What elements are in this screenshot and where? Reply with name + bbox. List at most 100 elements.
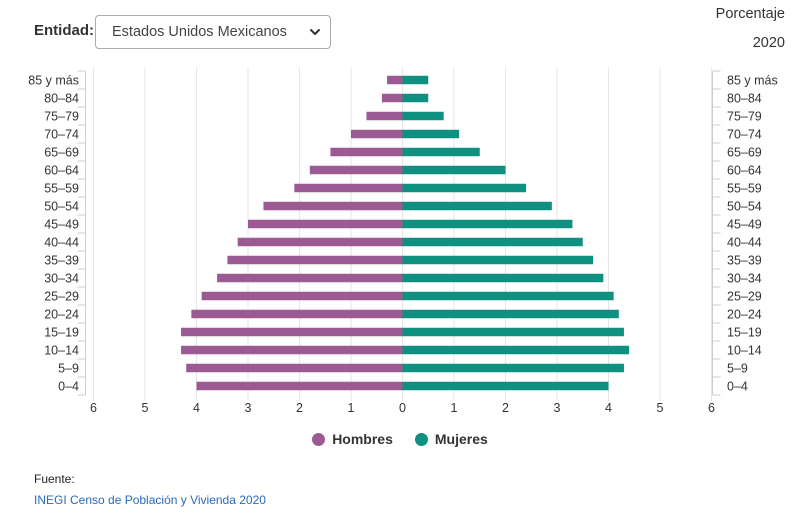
bar-hombres: [381, 93, 403, 103]
bar-hombres: [387, 75, 403, 85]
x-tick-label: 6: [708, 401, 715, 415]
bar-hombres: [191, 309, 403, 319]
bar-mujeres: [402, 165, 506, 175]
category-label-right: 60–64: [727, 164, 762, 178]
bar-hombres: [351, 129, 403, 139]
category-label-left: 40–44: [44, 236, 79, 250]
category-label-right: 75–79: [727, 110, 762, 124]
category-label-right: 35–39: [727, 254, 762, 268]
bar-hombres: [181, 345, 403, 355]
category-label-left: 15–19: [44, 326, 79, 340]
category-label-left: 5–9: [58, 362, 79, 376]
bar-hombres: [366, 111, 403, 121]
bar-mujeres: [402, 201, 552, 211]
chevron-down-icon: [310, 29, 320, 35]
legend-item-hombres[interactable]: Hombres: [312, 431, 393, 447]
x-tick-label: 2: [502, 401, 509, 415]
category-label-right: 30–34: [727, 272, 762, 286]
category-label-left: 80–84: [44, 92, 79, 106]
x-tick-label: 1: [451, 401, 458, 415]
bar-mujeres: [402, 75, 429, 85]
bar-mujeres: [402, 327, 624, 337]
category-label-right: 65–69: [727, 146, 762, 160]
bar-hombres: [217, 273, 403, 283]
bar-mujeres: [402, 273, 604, 283]
category-label-right: 55–59: [727, 182, 762, 196]
category-label-left: 85 y más: [28, 74, 79, 88]
unit-label: Porcentaje: [715, 6, 785, 22]
legend: Hombres Mujeres: [0, 431, 800, 447]
category-label-right: 45–49: [727, 218, 762, 232]
x-tick-label: 5: [142, 401, 149, 415]
category-label-left: 0–4: [58, 380, 79, 394]
bar-mujeres: [402, 129, 460, 139]
legend-marker-mujeres: [414, 432, 428, 446]
x-tick-label: 4: [605, 401, 612, 415]
bar-mujeres: [402, 147, 480, 157]
bar-mujeres: [402, 381, 609, 391]
x-tick-label: 5: [657, 401, 664, 415]
category-label-left: 70–74: [44, 128, 79, 142]
bar-mujeres: [402, 111, 444, 121]
category-label-left: 45–49: [44, 218, 79, 232]
bar-hombres: [237, 237, 403, 247]
category-label-right: 25–29: [727, 290, 762, 304]
source-title: Fuente:: [34, 472, 75, 486]
x-tick-label: 6: [90, 401, 97, 415]
bar-hombres: [181, 327, 403, 337]
category-label-left: 25–29: [44, 290, 79, 304]
bar-hombres: [330, 147, 403, 157]
bar-hombres: [196, 381, 403, 391]
bar-mujeres: [402, 219, 573, 229]
category-label-left: 35–39: [44, 254, 79, 268]
bar-mujeres: [402, 183, 527, 193]
x-tick-label: 1: [348, 401, 355, 415]
category-label-left: 30–34: [44, 272, 79, 286]
category-label-right: 15–19: [727, 326, 762, 340]
category-label-right: 70–74: [727, 128, 762, 142]
category-label-right: 20–24: [727, 308, 762, 322]
legend-marker-hombres: [312, 432, 326, 446]
category-label-right: 10–14: [727, 344, 762, 358]
bar-mujeres: [402, 237, 583, 247]
x-tick-label: 3: [554, 401, 561, 415]
bar-mujeres: [402, 93, 429, 103]
x-tick-label: 4: [193, 401, 200, 415]
category-label-right: 0–4: [727, 380, 748, 394]
bar-hombres: [294, 183, 403, 193]
x-tick-label: 2: [296, 401, 303, 415]
legend-item-mujeres[interactable]: Mujeres: [414, 431, 488, 447]
bar-hombres: [186, 363, 403, 373]
category-label-left: 20–24: [44, 308, 79, 322]
bar-mujeres: [402, 255, 594, 265]
category-label-left: 55–59: [44, 182, 79, 196]
category-label-right: 40–44: [727, 236, 762, 250]
bar-mujeres: [402, 363, 624, 373]
category-label-left: 65–69: [44, 146, 79, 160]
category-label-right: 80–84: [727, 92, 762, 106]
bar-hombres: [263, 201, 403, 211]
category-label-left: 50–54: [44, 200, 79, 214]
entity-select-value: Estados Unidos Mexicanos: [112, 24, 287, 40]
bar-mujeres: [402, 345, 630, 355]
population-pyramid-chart: 0–4 0–4 5–9 5–9 10–14 10–14 15–19 15–19 20–24 20–…: [28, 67, 778, 415]
category-label-right: 5–9: [727, 362, 748, 376]
category-label-left: 60–64: [44, 164, 79, 178]
category-label-left: 75–79: [44, 110, 79, 124]
bar-hombres: [309, 165, 403, 175]
bar-mujeres: [402, 309, 619, 319]
entity-select[interactable]: Estados Unidos Mexicanos: [95, 15, 331, 49]
bar-mujeres: [402, 291, 614, 301]
bar-hombres: [248, 219, 403, 229]
x-tick-label: 0: [399, 401, 406, 415]
category-label-left: 10–14: [44, 344, 79, 358]
category-label-right: 85 y más: [727, 74, 778, 88]
entity-label: Entidad:: [34, 22, 94, 39]
legend-label-mujeres: Mujeres: [434, 431, 488, 447]
x-tick-label: 3: [245, 401, 252, 415]
year-label: 2020: [752, 35, 785, 51]
bar-hombres: [227, 255, 403, 265]
source-link[interactable]: INEGI Censo de Población y Vivienda 2020: [34, 493, 266, 507]
bar-hombres: [201, 291, 403, 301]
legend-label-hombres: Hombres: [332, 431, 393, 447]
